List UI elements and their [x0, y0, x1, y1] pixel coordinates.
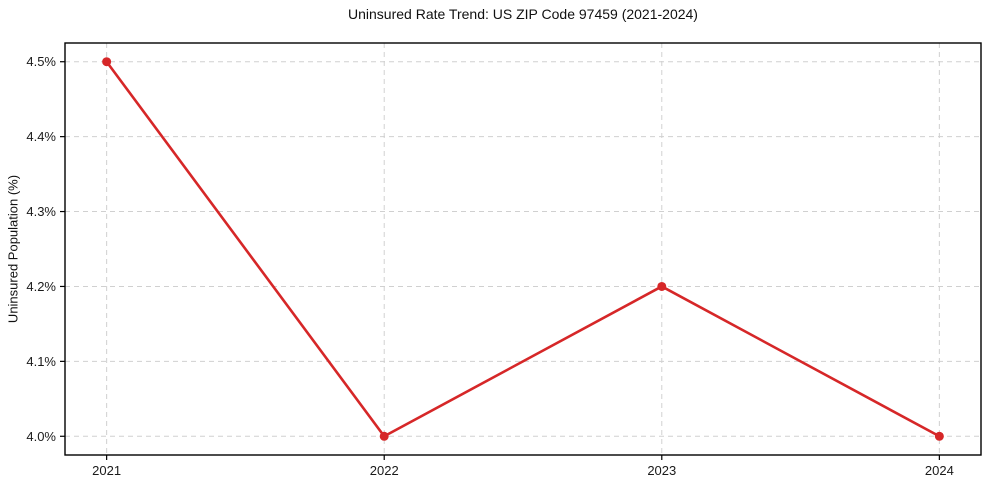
- y-tick-label: 4.0%: [26, 429, 56, 444]
- x-tick-label: 2022: [370, 463, 399, 478]
- y-tick-label: 4.5%: [26, 54, 56, 69]
- data-point: [657, 281, 667, 291]
- x-tick-label: 2024: [925, 463, 954, 478]
- chart-title: Uninsured Rate Trend: US ZIP Code 97459 …: [348, 6, 698, 22]
- data-point: [379, 431, 389, 441]
- y-tick-label: 4.2%: [26, 279, 56, 294]
- y-tick-label: 4.4%: [26, 129, 56, 144]
- y-tick-label: 4.3%: [26, 204, 56, 219]
- data-line: [105, 60, 941, 438]
- x-tick-label: 2023: [647, 463, 676, 478]
- plot-border: [64, 42, 982, 456]
- x-tick-label: 2021: [92, 463, 121, 478]
- data-point: [934, 431, 944, 441]
- y-tick-label: 4.1%: [26, 354, 56, 369]
- data-point: [102, 57, 112, 67]
